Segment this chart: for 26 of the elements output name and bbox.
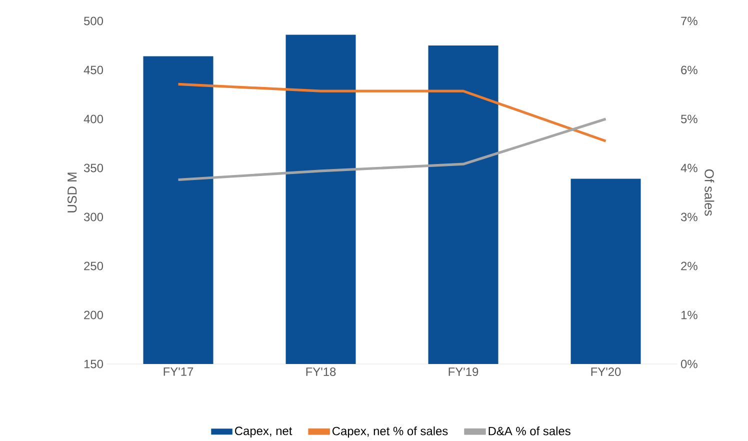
legend-label: Capex, net <box>235 426 292 438</box>
y-tick-label: 300 <box>84 212 104 222</box>
y2-tick-label: 6% <box>681 66 698 74</box>
x-tick-label: FY'18 <box>306 368 336 376</box>
y-tick-label: 400 <box>84 114 104 124</box>
line-series <box>176 118 608 182</box>
y-tick-label: 200 <box>84 310 104 320</box>
y2-tick-label: 7% <box>681 16 698 26</box>
y-tick-label: 150 <box>84 360 104 368</box>
y2-tick-label: 2% <box>681 262 698 270</box>
x-tick-label: FY'17 <box>164 368 194 376</box>
y-tick-label: 250 <box>84 262 104 270</box>
y2-tick-label: 4% <box>680 164 698 172</box>
y2-axis-title: Of sales <box>704 169 714 216</box>
x-tick-label: FY'20 <box>591 368 621 376</box>
y-tick-label: 500 <box>84 16 104 26</box>
x-tick-label: FY'19 <box>448 368 478 376</box>
y2-tick-label: 0% <box>681 360 698 368</box>
y-tick-label: 350 <box>84 164 104 172</box>
y2-tick-label: 5% <box>681 114 698 124</box>
legend-label: Capex, net % of sales <box>332 426 448 438</box>
y2-tick-label: 3% <box>680 212 698 222</box>
y-axis-title: USD M <box>68 172 77 212</box>
y-tick-label: 450 <box>84 66 104 74</box>
y2-tick-label: 1% <box>681 310 698 320</box>
legend-label: D&A % of sales <box>488 426 570 436</box>
